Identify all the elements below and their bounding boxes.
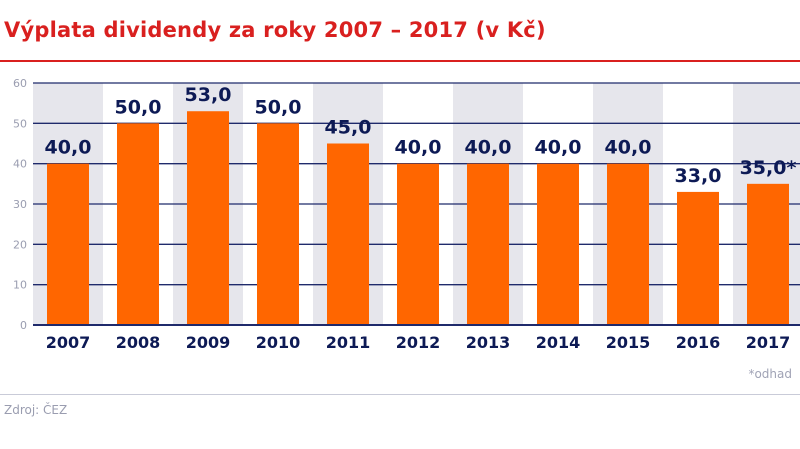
data-label: 50,0 (255, 96, 302, 118)
data-label: 50,0 (115, 96, 162, 118)
bar (537, 163, 579, 325)
data-label: 40,0 (605, 137, 652, 159)
x-tick-label: 2007 (46, 333, 91, 352)
chart-title: Výplata dividendy za roky 2007 – 2017 (v… (4, 18, 546, 42)
x-tick-label: 2008 (116, 333, 161, 352)
x-tick-label: 2017 (746, 333, 791, 352)
estimate-note: *odhad (748, 367, 792, 381)
y-tick-label: 30 (13, 198, 27, 211)
source-label: Zdroj: ČEZ (4, 403, 68, 417)
y-tick-label: 40 (13, 158, 27, 171)
data-label: 33,0 (675, 165, 722, 187)
y-tick-label: 60 (13, 77, 27, 90)
bar (747, 183, 789, 325)
bar (117, 123, 159, 325)
data-label: 40,0 (465, 137, 512, 159)
data-label: 53,0 (185, 84, 232, 106)
bar (187, 111, 229, 325)
x-tick-label: 2016 (676, 333, 721, 352)
x-tick-label: 2010 (256, 333, 301, 352)
y-tick-label: 20 (13, 238, 27, 251)
data-label: 40,0 (395, 137, 442, 159)
data-label: 40,0 (45, 137, 92, 159)
data-label: 40,0 (535, 137, 582, 159)
bar (327, 143, 369, 325)
footer-divider (0, 394, 800, 395)
data-label: 45,0 (325, 117, 372, 139)
bar (677, 191, 719, 325)
x-tick-label: 2011 (326, 333, 371, 352)
bar (467, 163, 509, 325)
bar-chart: 0 10 20 30 40 50 60 40,0 2007 50,0 2008 53,0 2009 50,… (13, 77, 800, 352)
y-tick-label: 0 (20, 319, 27, 332)
x-tick-label: 2009 (186, 333, 231, 352)
title-divider (0, 60, 800, 62)
bar (47, 163, 89, 325)
x-tick-label: 2015 (606, 333, 651, 352)
y-tick-label: 10 (13, 279, 27, 292)
bar (607, 163, 649, 325)
y-tick-label: 50 (13, 117, 27, 130)
bar (257, 123, 299, 325)
x-tick-label: 2013 (466, 333, 511, 352)
x-tick-label: 2014 (536, 333, 581, 352)
bar (397, 163, 439, 325)
x-tick-label: 2012 (396, 333, 441, 352)
data-label: 35,0* (740, 157, 797, 179)
